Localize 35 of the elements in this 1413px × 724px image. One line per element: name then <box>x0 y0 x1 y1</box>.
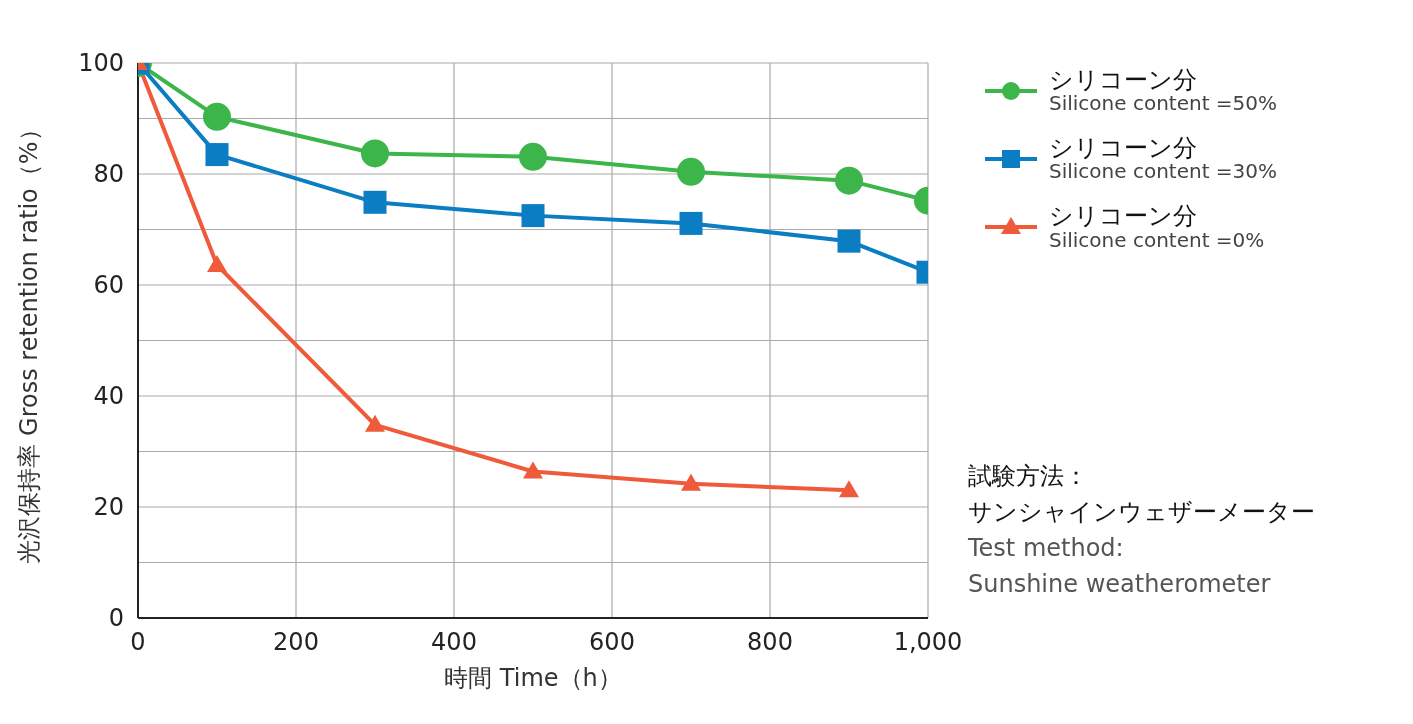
point <box>207 255 227 273</box>
point <box>519 142 547 171</box>
x-tick-label: 800 <box>747 628 793 656</box>
point <box>837 229 861 253</box>
y-tick-label: 80 <box>93 160 124 188</box>
y-tick-label: 60 <box>93 271 124 299</box>
point <box>839 480 859 498</box>
text: Test method: Sunshine weatherometer <box>968 533 1271 600</box>
legend-label: シリコーン分 Silicone content =30% <box>1049 134 1278 184</box>
x-tick-label: 1,000 <box>893 628 963 656</box>
y-axis-title: 光沢保持率 Gross retention ratio（%） <box>14 117 43 564</box>
x-tick-label: 600 <box>589 628 635 656</box>
x-tick-label: 0 <box>130 628 146 656</box>
point <box>363 190 387 214</box>
point <box>365 414 385 432</box>
point <box>205 143 229 167</box>
point <box>361 139 389 168</box>
y-tick-label: 100 <box>78 49 124 77</box>
point <box>681 473 701 491</box>
point <box>523 461 543 479</box>
point <box>679 211 703 235</box>
legend-label: シリコーン分 Silicone content =50% <box>1049 66 1278 116</box>
point <box>521 204 545 228</box>
y-tick-label: 20 <box>93 493 124 521</box>
point <box>203 102 231 131</box>
text: サンシャインウェザーメーター <box>968 497 1315 528</box>
text: 試験方法： <box>968 461 1088 492</box>
y-tick-label: 40 <box>93 382 124 410</box>
x-tick-label: 400 <box>431 628 477 656</box>
point <box>835 166 863 195</box>
point <box>677 157 705 186</box>
x-tick-label: 200 <box>273 628 319 656</box>
x-axis-title: 時間 Time（h） <box>444 664 622 692</box>
legend-label: シリコーン分 Silicone content =0% <box>1049 202 1265 252</box>
y-tick-label: 0 <box>108 604 124 632</box>
